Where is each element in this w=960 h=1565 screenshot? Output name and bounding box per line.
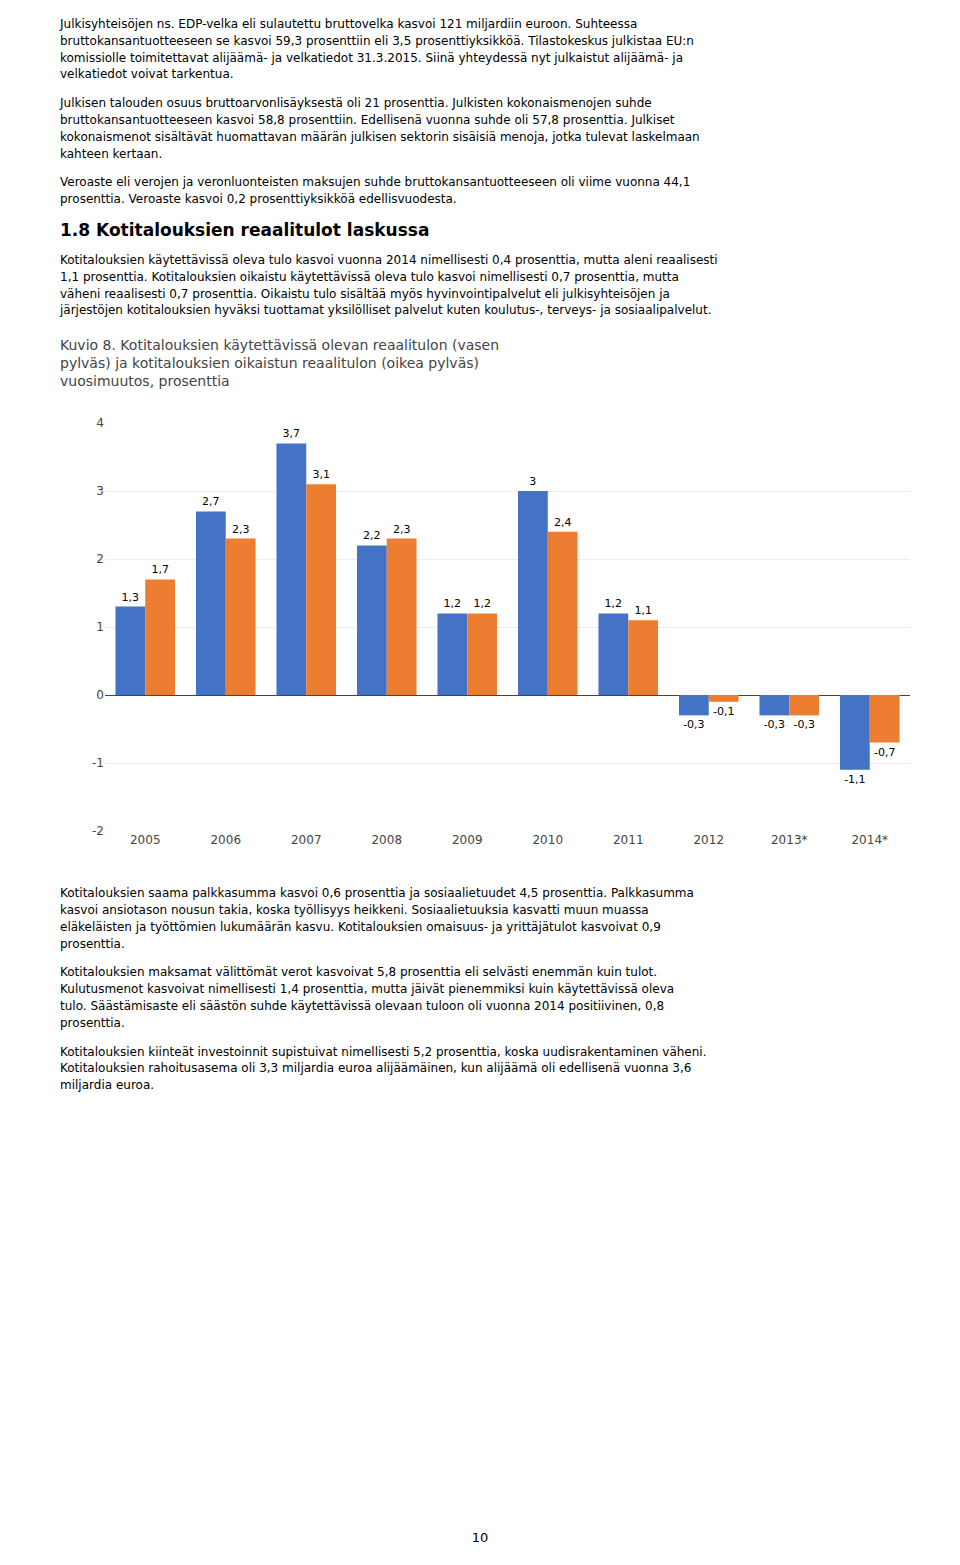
svg-text:2012: 2012 xyxy=(693,833,724,847)
svg-text:-0,3: -0,3 xyxy=(793,719,814,732)
svg-text:2013*: 2013* xyxy=(771,833,808,847)
svg-text:1,2: 1,2 xyxy=(473,598,491,611)
svg-text:2007: 2007 xyxy=(291,833,322,847)
svg-text:-0,7: -0,7 xyxy=(874,746,895,759)
svg-text:3,7: 3,7 xyxy=(283,428,301,441)
svg-text:2,3: 2,3 xyxy=(232,523,250,536)
svg-text:1,1: 1,1 xyxy=(634,604,652,617)
html-text:Julkisen talouden osuus brutto: Julkisen talouden osuus bruttoarvonlisäy… xyxy=(60,96,700,161)
svg-text:-1: -1 xyxy=(92,756,104,770)
svg-text:2,3: 2,3 xyxy=(393,523,411,536)
svg-text:3: 3 xyxy=(96,484,104,498)
svg-text:1,2: 1,2 xyxy=(605,598,623,611)
svg-text:2005: 2005 xyxy=(130,833,161,847)
svg-text:2,7: 2,7 xyxy=(202,496,220,509)
svg-text:1,2: 1,2 xyxy=(444,598,462,611)
html-text:Veroaste eli verojen ja veronl: Veroaste eli verojen ja veronluonteisten… xyxy=(60,175,691,207)
svg-text:2: 2 xyxy=(96,552,104,566)
svg-text:3: 3 xyxy=(529,475,536,488)
svg-text:2008: 2008 xyxy=(371,833,402,847)
html-text:Julkisyhteisöjen ns. EDP-velka: Julkisyhteisöjen ns. EDP-velka eli sulau… xyxy=(60,17,694,82)
html-text:Kotitalouksien käytettävissä o: Kotitalouksien käytettävissä oleva tulo … xyxy=(60,253,718,318)
svg-text:1,3: 1,3 xyxy=(122,591,140,604)
svg-text:3,1: 3,1 xyxy=(312,468,330,481)
html-text:Kotitalouksien kiinteät invest: Kotitalouksien kiinteät investoinnit sup… xyxy=(60,1044,707,1093)
svg-text:-0,1: -0,1 xyxy=(713,705,734,718)
svg-text:2014*: 2014* xyxy=(851,833,888,847)
svg-text:-2: -2 xyxy=(92,824,104,838)
svg-text:2006: 2006 xyxy=(210,833,241,847)
html-text:Kotitalouksien saama palkkasum: Kotitalouksien saama palkkasumma kasvoi … xyxy=(60,886,694,951)
svg-text:Kuvio 8. Kotitalouksien käytet: Kuvio 8. Kotitalouksien käytettävissä ol… xyxy=(60,337,499,389)
svg-text:2011: 2011 xyxy=(613,833,644,847)
svg-text:1: 1 xyxy=(96,620,104,634)
svg-text:1,7: 1,7 xyxy=(151,564,169,577)
html-text:10: 10 xyxy=(471,1530,489,1545)
svg-text:2010: 2010 xyxy=(532,833,563,847)
svg-text:-0,3: -0,3 xyxy=(683,719,704,732)
svg-text:2,4: 2,4 xyxy=(554,516,572,529)
html-text:Kotitalouksien maksamat välitt: Kotitalouksien maksamat välittömät verot… xyxy=(60,965,675,1030)
svg-text:2,2: 2,2 xyxy=(363,530,381,543)
svg-text:4: 4 xyxy=(96,416,104,430)
svg-text:-0,3: -0,3 xyxy=(764,719,785,732)
svg-text:0: 0 xyxy=(96,688,104,702)
html-text:1.8 Kotitalouksien reaalitulot: 1.8 Kotitalouksien reaalitulot laskussa xyxy=(60,220,430,240)
svg-text:-1,1: -1,1 xyxy=(844,773,865,786)
svg-text:2009: 2009 xyxy=(452,833,483,847)
